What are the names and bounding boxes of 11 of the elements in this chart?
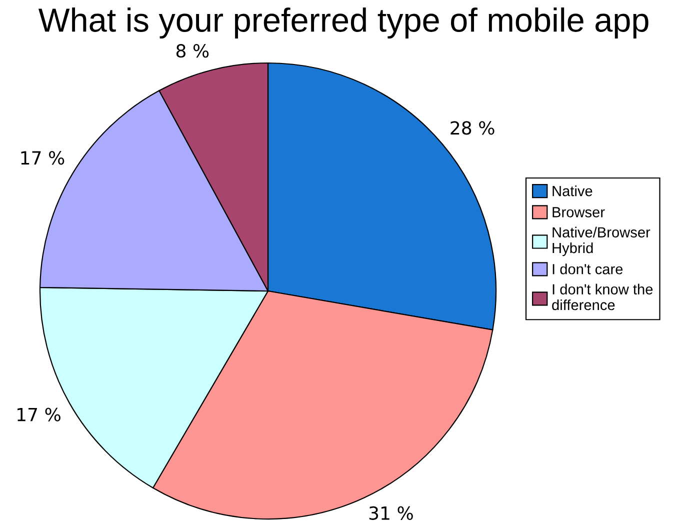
data-label: 17 % xyxy=(18,408,60,422)
legend-label: I don't know the difference xyxy=(552,284,653,310)
chart-title: What is your preferred type of mobile app xyxy=(38,7,648,39)
data-label: 28 % xyxy=(450,121,494,135)
data-label: 31 % xyxy=(369,506,413,520)
legend-label: I don't care xyxy=(552,264,623,274)
legend-label: Native/Browser Hybrid xyxy=(552,226,650,256)
legend-label: Native xyxy=(552,186,592,196)
data-label: 17 % xyxy=(21,151,64,165)
data-label: 8 % xyxy=(176,44,209,58)
legend-label: Browser xyxy=(552,207,605,218)
